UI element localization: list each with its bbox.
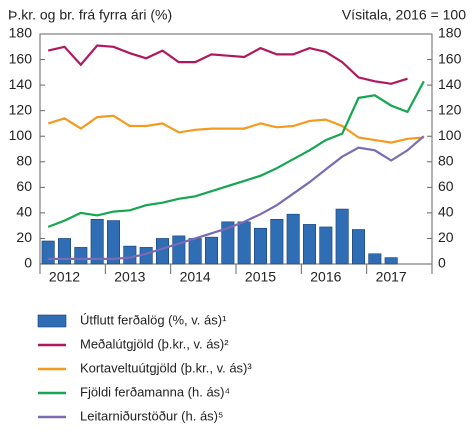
legend-label: Kortaveltuútgjöld (þ.kr., v. ás)³ xyxy=(80,360,252,375)
line xyxy=(48,135,425,260)
x-tick-label: 2015 xyxy=(245,269,276,285)
bar xyxy=(123,245,137,265)
x-tick-label: 2014 xyxy=(180,269,211,285)
bar xyxy=(106,220,121,265)
bar xyxy=(237,221,251,265)
bar xyxy=(319,226,333,265)
bar xyxy=(57,238,72,265)
bar xyxy=(270,218,284,265)
bar xyxy=(384,257,398,265)
legend-label: Leitarniðurstöður (h. ás)⁵ xyxy=(80,408,223,423)
bar xyxy=(41,240,55,265)
y-axis-label: Þ.kr. og br. frá fyrra ári (%) xyxy=(8,7,172,23)
y-tick-label: 20 xyxy=(16,229,32,245)
bar xyxy=(286,213,300,265)
bar xyxy=(204,236,219,265)
x-tick-label: 2017 xyxy=(376,269,407,285)
y-tick-label: 140 xyxy=(9,76,33,92)
y2-tick-label: 40 xyxy=(438,204,454,220)
bar xyxy=(90,218,104,265)
y-tick-label: 0 xyxy=(24,255,32,271)
legend-label: Útflutt ferðalög (%, v. ás)¹ xyxy=(80,312,227,327)
y2-tick-label: 160 xyxy=(438,50,462,66)
y2-tick-label: 140 xyxy=(438,76,462,92)
legend-label: Meðalútgjöld (þ.kr., v. ás)² xyxy=(80,336,229,351)
y-tick-label: 60 xyxy=(16,178,32,194)
bar xyxy=(335,208,349,265)
x-tick-label: 2012 xyxy=(49,269,80,285)
y2-tick-label: 20 xyxy=(438,229,454,245)
bar xyxy=(221,221,235,265)
y2-tick-label: 80 xyxy=(438,152,454,168)
y2-tick-label: 0 xyxy=(438,255,446,271)
bar xyxy=(74,247,88,265)
bar xyxy=(155,238,170,265)
bar xyxy=(172,235,186,265)
x-tick-label: 2016 xyxy=(310,269,341,285)
y2-tick-label: 120 xyxy=(438,101,462,117)
y2-tick-label: 180 xyxy=(438,25,462,41)
legend-swatch xyxy=(37,314,67,328)
line xyxy=(47,80,425,228)
y-tick-label: 180 xyxy=(9,25,33,41)
line xyxy=(47,114,424,144)
line xyxy=(47,44,408,85)
y-tick-label: 120 xyxy=(9,101,33,117)
y-tick-label: 80 xyxy=(16,152,32,168)
y-tick-label: 40 xyxy=(16,204,32,220)
y2-tick-label: 100 xyxy=(438,127,462,143)
bar xyxy=(302,224,317,265)
bar xyxy=(368,253,382,265)
bar xyxy=(253,227,268,265)
bar xyxy=(188,238,202,265)
legend-label: Fjöldi ferðamanna (h. ás)⁴ xyxy=(80,384,230,399)
x-tick-label: 2013 xyxy=(114,269,145,285)
y-tick-label: 160 xyxy=(9,50,33,66)
bar xyxy=(351,229,366,265)
y2-axis-label: Vísitala, 2016 = 100 xyxy=(342,7,466,23)
y2-tick-label: 60 xyxy=(438,178,454,194)
y-tick-label: 100 xyxy=(9,127,33,143)
legend: Útflutt ferðalög (%, v. ás)¹ Meðalútgjöld… xyxy=(37,312,252,423)
